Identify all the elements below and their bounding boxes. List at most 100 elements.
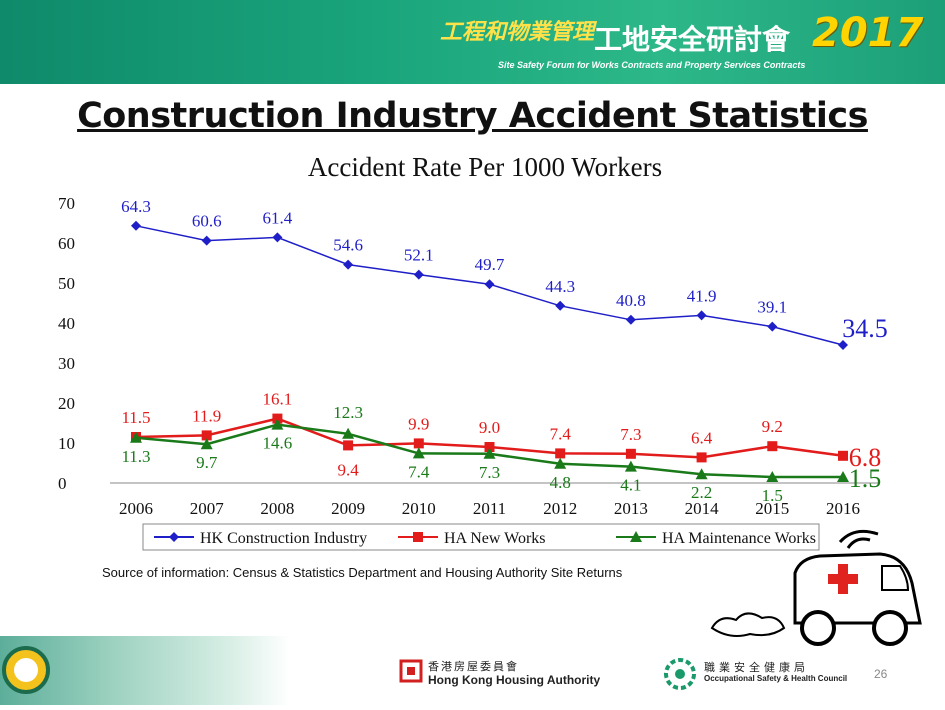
y-tick-label: 50	[58, 274, 75, 293]
corner-logo-art	[0, 636, 290, 705]
data-label: 11.9	[192, 406, 221, 425]
data-point	[837, 471, 849, 482]
data-label: 11.3	[121, 447, 150, 466]
chart-title: Accident Rate Per 1000 Workers	[307, 152, 663, 182]
data-label: 1.5	[849, 464, 882, 493]
data-point	[484, 279, 495, 290]
legend-marker	[413, 532, 423, 542]
slide-title: Construction Industry Accident Statistic…	[77, 96, 868, 136]
data-label: 44.3	[545, 277, 575, 296]
data-label: 7.4	[408, 462, 430, 481]
data-label: 39.1	[757, 298, 787, 317]
data-label: 12.3	[333, 403, 363, 422]
data-label: 6.8	[849, 443, 882, 472]
y-tick-label: 40	[58, 314, 75, 333]
hkha-logo-icon	[399, 659, 423, 683]
data-point	[766, 471, 779, 482]
oshc-english-name: Occupational Safety & Health Council	[704, 674, 848, 683]
data-point	[342, 427, 355, 439]
data-label: 41.9	[687, 286, 717, 305]
x-tick-label: 2010	[402, 499, 436, 518]
data-point	[767, 441, 778, 452]
data-label: 14.6	[263, 434, 293, 453]
y-tick-label: 30	[58, 354, 75, 373]
legend-box	[142, 523, 820, 551]
data-label: 40.8	[616, 291, 646, 310]
data-label: 9.7	[196, 453, 218, 472]
data-label: 9.2	[762, 417, 783, 436]
data-label: 16.1	[263, 390, 293, 409]
data-label: 4.8	[550, 473, 571, 492]
data-point	[625, 314, 636, 325]
x-tick-label: 2006	[119, 499, 153, 518]
y-tick-label: 10	[58, 434, 75, 453]
data-label: 7.3	[479, 463, 500, 482]
data-point	[555, 300, 566, 311]
y-tick-label: 70	[58, 194, 75, 213]
x-tick-label: 2014	[685, 499, 720, 518]
legend-label: HA New Works	[444, 530, 546, 547]
data-label: 34.5	[842, 314, 888, 343]
data-point	[271, 418, 284, 430]
data-label: 7.4	[550, 424, 572, 443]
data-point	[200, 438, 213, 450]
hkha-english-name: Hong Kong Housing Authority	[428, 673, 601, 687]
data-label: 61.4	[263, 208, 293, 227]
y-tick-label: 60	[58, 234, 75, 253]
source-note: Source of information: Census & Statisti…	[102, 565, 623, 580]
y-tick-label: 0	[58, 474, 67, 493]
data-point	[201, 235, 212, 246]
banner-year: 2017	[812, 10, 924, 56]
data-label: 7.3	[620, 425, 641, 444]
legend-label: HK Construction Industry	[200, 530, 367, 547]
data-point	[201, 430, 212, 441]
data-label: 60.6	[192, 212, 222, 231]
page-number: 26	[874, 667, 888, 681]
data-label: 2.2	[691, 483, 712, 502]
legend-marker	[630, 531, 642, 542]
data-point	[131, 220, 141, 231]
data-label: 49.7	[475, 255, 505, 274]
data-point	[413, 438, 424, 449]
zero-accident-logo-icon	[2, 646, 50, 694]
data-point	[696, 452, 707, 463]
data-point	[343, 259, 354, 270]
oshc-chinese-name: 職業安全健康局	[704, 661, 809, 674]
legend-label: HA Maintenance Works	[662, 530, 816, 547]
banner-chinese-line2: 工地安全研討會	[594, 23, 791, 56]
hkha-chinese-name: 香港房屋委員會	[428, 660, 519, 673]
banner-chinese-line1: 工程和物業管理	[440, 20, 595, 45]
banner-english-subtitle: Site Safety Forum for Works Contracts an…	[498, 60, 806, 70]
data-label: 9.0	[479, 418, 500, 437]
header-banner: 工程和物業管理 工地安全研討會 2017 Site Safety Forum f…	[0, 0, 945, 84]
data-label: 4.1	[620, 476, 641, 495]
x-tick-label: 2009	[331, 499, 365, 518]
x-tick-label: 2011	[473, 499, 506, 518]
data-point	[624, 460, 637, 472]
data-point	[696, 310, 707, 321]
data-label: 11.5	[121, 408, 150, 427]
data-point	[554, 457, 567, 469]
data-label: 1.5	[762, 486, 783, 505]
x-tick-label: 2013	[614, 499, 648, 518]
data-point	[838, 340, 848, 350]
data-point	[483, 447, 496, 459]
data-point	[413, 269, 424, 280]
data-label: 9.4	[337, 460, 359, 479]
data-label: 6.4	[691, 428, 713, 447]
x-tick-label: 2016	[826, 499, 860, 518]
data-point	[343, 440, 354, 451]
data-point	[130, 431, 142, 443]
data-label: 9.9	[408, 414, 429, 433]
legend-marker	[169, 532, 179, 542]
data-point	[555, 448, 566, 459]
x-tick-label: 2007	[190, 499, 225, 518]
y-tick-label: 20	[58, 394, 75, 413]
data-point	[272, 232, 283, 243]
data-point	[767, 321, 778, 332]
oshc-logo-icon	[664, 658, 696, 690]
data-point	[625, 448, 636, 459]
x-tick-label: 2008	[260, 499, 294, 518]
data-point	[695, 468, 708, 480]
